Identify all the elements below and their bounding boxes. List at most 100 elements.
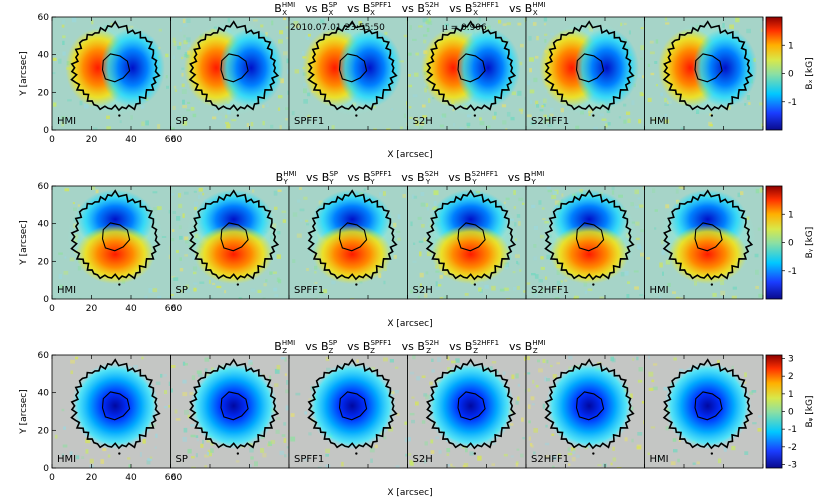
penumbra-contour [307,358,398,450]
noise-speckle [637,432,643,436]
noise-speckle [612,457,617,462]
noise-speckle [62,40,65,45]
colorbar [765,185,783,300]
pore-dot [473,452,477,455]
noise-speckle [183,24,188,27]
title-b: B [523,171,531,184]
noise-speckle [106,126,111,130]
noise-speckle [168,381,171,386]
noise-speckle [147,458,153,462]
noise-speckle [140,105,145,109]
panel-y-5: HMI [644,185,764,300]
noise-speckle [408,84,413,88]
x-tick-label: 20 [86,304,98,314]
noise-speckle [692,462,696,465]
title-gap [297,171,301,184]
noise-speckle [270,439,276,444]
noise-speckle [176,216,181,221]
noise-speckle [186,37,191,43]
noise-speckle [572,449,576,454]
noise-speckle [286,37,289,40]
noise-speckle [650,426,656,429]
noise-speckle [450,463,453,467]
noise-speckle [528,57,534,62]
noise-speckle [181,72,184,77]
noise-speckle [531,204,536,208]
noise-speckle [533,256,537,261]
panel-frame [644,16,764,131]
noise-speckle [178,42,182,46]
noise-speckle [262,104,265,108]
noise-speckle [720,280,725,285]
noise-speckle [626,111,631,115]
noise-speckle [637,197,641,200]
noise-speckle [518,197,524,202]
noise-speckle [548,116,552,120]
noise-speckle [634,286,639,290]
noise-speckle [535,100,539,105]
noise-speckle [533,244,537,248]
umbra-contour [694,391,723,421]
noise-speckle [502,371,506,376]
noise-speckle [251,189,255,193]
noise-speckle [75,356,79,360]
noise-speckle [296,233,302,238]
noise-speckle [238,297,243,299]
noise-speckle [425,394,430,400]
noise-speckle [211,282,216,285]
noise-speckle [292,259,296,263]
noise-speckle [187,44,191,48]
noise-speckle [446,453,450,456]
noise-speckle [409,116,413,119]
noise-speckle [433,201,437,206]
noise-speckle [341,461,344,467]
pore-dot [592,452,595,455]
noise-speckle [532,379,535,384]
noise-speckle [533,225,538,230]
noise-speckle [196,370,202,374]
noise-speckle [284,373,287,376]
noise-speckle [72,202,75,205]
noise-speckle [196,438,200,442]
noise-speckle [636,446,641,449]
noise-speckle [512,271,516,274]
noise-speckle [648,371,654,377]
noise-speckle [404,421,408,425]
title-b: B [274,340,282,353]
noise-speckle [302,83,308,87]
noise-speckle [545,424,548,428]
noise-speckle [519,43,524,48]
noise-speckle [62,444,68,448]
noise-speckle [547,124,553,128]
noise-speckle [506,22,511,26]
noise-speckle [186,18,191,23]
noise-speckle [276,364,281,370]
panel-z-5: HMI [644,354,764,469]
penumbra-contour [544,358,635,450]
noise-speckle [281,210,287,213]
noise-speckle [249,447,254,453]
noise-speckle [755,188,760,194]
noise-speckle [290,413,295,417]
noise-speckle [404,437,408,443]
title-gap [338,340,342,353]
noise-speckle [530,19,533,23]
pore-dot [473,114,477,117]
noise-speckle [156,206,162,210]
noise-speckle [451,360,456,364]
pore-dot [592,114,595,117]
noise-speckle [556,280,561,286]
title-gap [338,2,342,15]
noise-speckle [547,115,551,119]
noise-speckle [513,190,516,195]
noise-speckle [610,462,613,466]
title-sub: X [473,9,478,17]
noise-speckle [325,464,331,468]
noise-speckle [677,458,680,463]
noise-speckle [178,225,182,230]
y-tick-label: 20 [38,88,50,98]
noise-speckle [518,108,524,112]
noise-speckle [638,119,642,124]
noise-speckle [412,38,417,41]
noise-speckle [414,72,419,77]
